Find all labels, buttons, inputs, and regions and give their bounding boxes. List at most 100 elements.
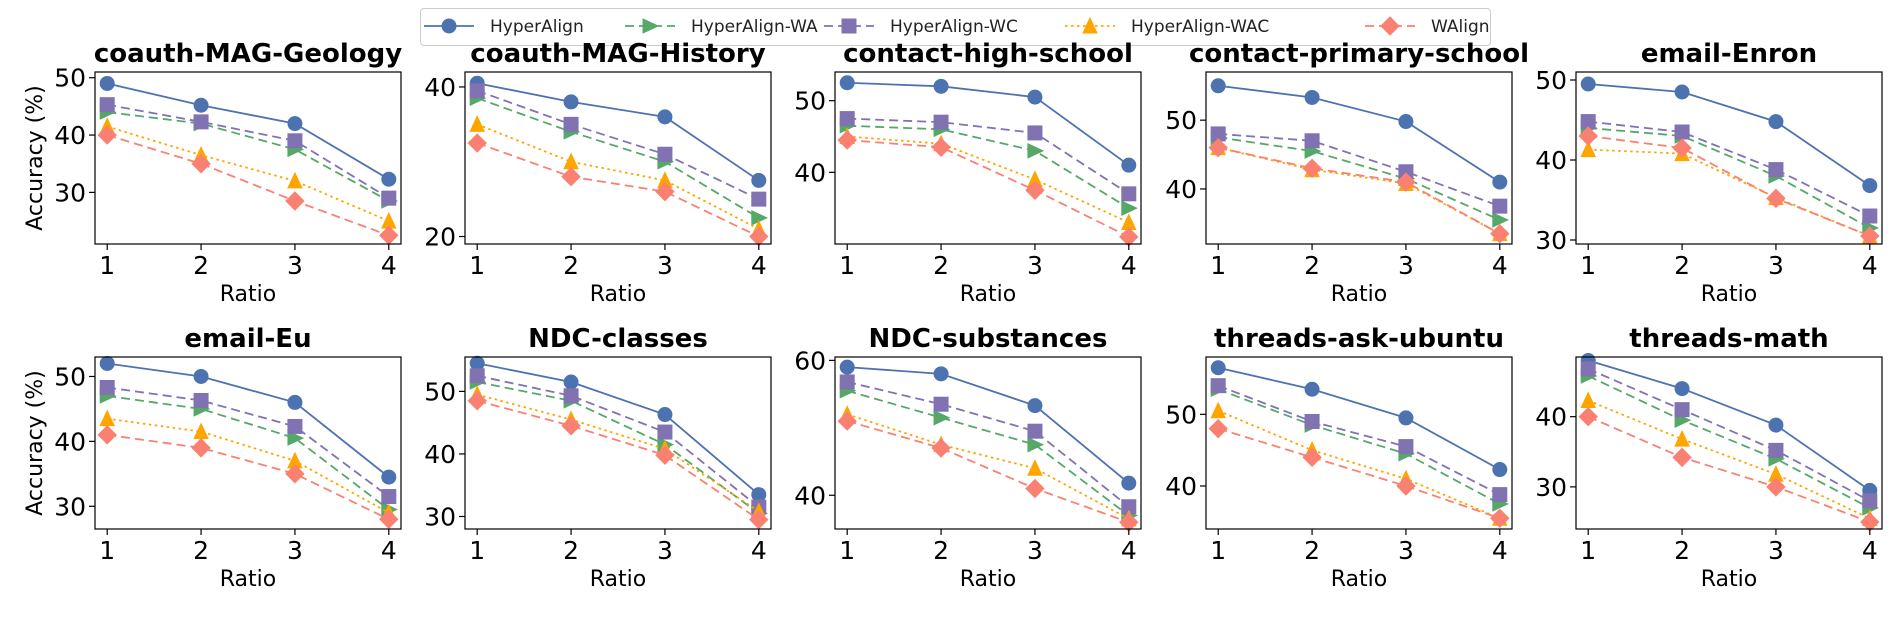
panel-title: NDC-substances [869,324,1108,354]
data-point-walign [285,464,305,484]
data-point-hyperalign [563,94,579,110]
series-line-hyperalign-wac [1217,146,1501,235]
y-tick-label: 40 [794,158,826,187]
data-point-hyperalign [99,355,115,371]
series-line-hyperalign-wa [1217,388,1501,505]
series-line-walign [476,142,760,238]
y-tick-label: 40 [424,440,456,469]
panel-coauth-mag-history: coauth-MAG-History 1 2 3 4 20 40 Ratio [424,39,772,307]
data-point-hyperalign-wc [1027,125,1043,141]
data-point-hyperalign [469,355,485,371]
data-point-hyperalign [1674,381,1690,397]
legend-marker [1380,16,1400,36]
plot-frame [834,356,1142,530]
data-point-hyperalign [933,78,949,94]
panel-email-enron: email-Enron 1 2 3 4 30 40 50 Ratio [1535,39,1883,307]
legend-marker [441,18,457,34]
data-point-hyperalign-wc [1492,487,1508,503]
y-tick-label: 40 [1535,146,1567,175]
data-point-hyperalign [287,394,303,410]
series-line-hyperalign-wac [1587,399,1871,520]
y-axis-label: Accuracy (%) [23,370,48,516]
data-point-hyperalign-wc [193,114,209,130]
data-point-walign [467,391,487,411]
data-point-hyperalign-wac [193,422,209,440]
data-point-hyperalign-wc [381,489,397,505]
data-point-walign [1672,138,1692,158]
series-line-walign [1217,427,1501,520]
data-point-hyperalign [657,109,673,125]
x-axis-label: Ratio [1701,567,1757,592]
panel-threads-math: threads-math 1 2 3 4 30 40 Ratio [1535,324,1883,592]
plot-frame [94,71,402,245]
x-tick-label: 4 [381,251,397,280]
y-tick-label: 50 [794,87,826,116]
data-point-walign [561,416,581,436]
data-point-walign [837,130,857,150]
panel-ndc-substances: NDC-substances 1 2 3 4 40 60 Ratio [794,324,1142,592]
data-point-hyperalign-wc [1580,361,1596,377]
data-point-walign [749,226,769,247]
legend-item-hyperalign-wac: HyperAlign-WAC [1065,16,1269,37]
data-point-hyperalign-wc [1492,198,1508,214]
plot-frame [1575,356,1883,530]
series-line-hyperalign-wc [107,386,390,498]
data-point-hyperalign-wac [1580,391,1596,409]
data-point-hyperalign-wc [193,392,209,408]
y-tick-label: 40 [54,427,86,456]
x-axis-label: Ratio [590,282,646,307]
data-point-hyperalign [1210,78,1226,94]
series-line-hyperalign-wa [1588,127,1871,229]
series-line-hyperalign-wc [1217,384,1501,496]
data-point-walign [97,425,117,445]
panel-title: coauth-MAG-History [470,39,765,69]
data-point-walign [837,411,857,431]
x-tick-label: 2 [1304,536,1320,565]
legend-item-walign: WAlign [1365,16,1490,37]
panel-title: email-Enron [1641,39,1817,69]
data-point-hyperalign-wc [751,191,767,207]
x-tick-label: 3 [657,536,673,565]
series-line-hyperalign-wc [107,103,390,199]
data-point-walign [655,445,675,465]
x-tick-label: 2 [563,251,579,280]
plot-frame [464,71,772,245]
x-axis-label: Ratio [1701,282,1757,307]
data-point-hyperalign [751,487,767,503]
x-tick-label: 4 [381,536,397,565]
series-line-hyperalign-wa [846,389,1130,517]
x-tick-label: 3 [1398,251,1414,280]
x-tick-label: 4 [751,251,767,280]
data-point-walign [655,181,675,202]
panel-threads-ask-ubuntu: threads-ask-ubuntu 1 2 3 4 40 50 Ratio [1165,324,1513,592]
panel-email-eu: email-Eu 1 2 3 4 30 40 50 Ratio Accuracy (%) [23,324,402,592]
data-point-hyperalign [839,359,855,375]
data-point-hyperalign [1121,475,1137,491]
data-point-hyperalign [563,374,579,390]
y-tick-label: 50 [1165,106,1197,135]
data-point-walign [1302,447,1322,468]
data-point-hyperalign-wc [1862,208,1878,224]
series-line-hyperalign [1218,84,1501,183]
y-tick-label: 50 [54,362,86,391]
x-tick-label: 1 [1210,251,1226,280]
data-point-hyperalign-wc [1674,124,1690,140]
legend-label: HyperAlign-WC [890,17,1018,37]
x-tick-label: 4 [1492,251,1508,280]
data-point-hyperalign-wc [287,418,303,434]
data-point-walign [1766,477,1786,497]
data-point-hyperalign-wac [1580,140,1596,158]
x-axis-label: Ratio [1331,282,1387,307]
x-tick-label: 3 [287,536,303,565]
legend-item-hyperalign-wa: HyperAlign-WA [625,17,818,37]
data-point-walign [467,133,487,153]
series-line-hyperalign-wac [476,393,760,513]
data-point-hyperalign-wa [287,430,305,446]
data-point-walign [379,509,399,529]
y-tick-label: 30 [1535,226,1567,255]
data-point-hyperalign-wc [1121,186,1137,202]
data-point-hyperalign [1768,417,1784,433]
data-point-walign [285,191,305,211]
x-tick-label: 3 [1768,251,1784,280]
